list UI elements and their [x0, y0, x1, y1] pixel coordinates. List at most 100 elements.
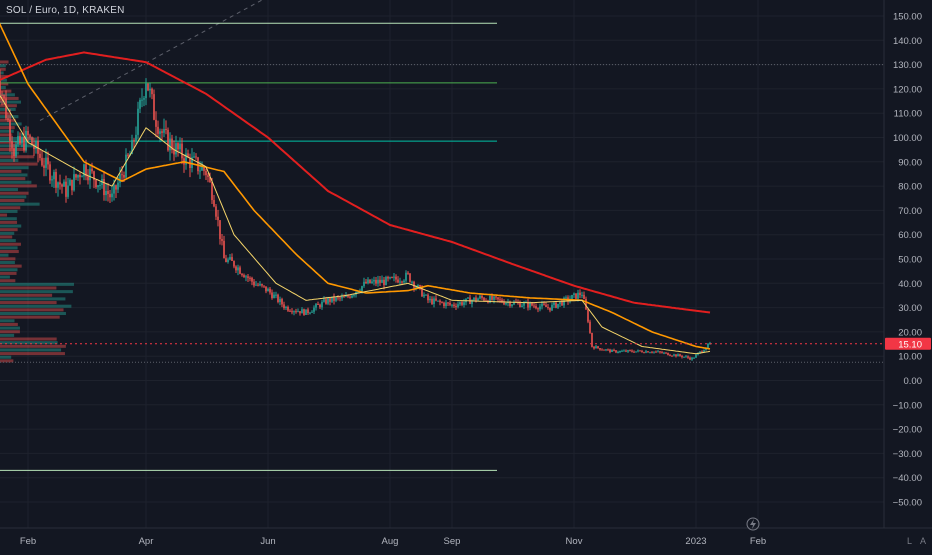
candle-body	[603, 349, 605, 351]
candle-body	[337, 297, 339, 299]
volume-profile-bar	[0, 293, 53, 297]
candle-body	[467, 297, 469, 299]
x-tick-label: Aug	[382, 536, 399, 547]
candle-body	[481, 295, 483, 298]
candle-body	[29, 135, 31, 138]
candle-body	[385, 276, 387, 286]
candle-body	[39, 153, 41, 158]
candle-body	[211, 182, 213, 201]
volume-profile-bar	[0, 169, 22, 173]
candle-body	[345, 295, 347, 297]
candle-body	[371, 281, 373, 284]
candle-body	[27, 130, 29, 136]
trend-line-dashed	[39, 0, 263, 121]
candle-body	[199, 170, 201, 172]
candle-body	[317, 303, 319, 305]
candle-body	[293, 311, 295, 313]
candle-body	[213, 200, 215, 207]
y-tick-label: −20.00	[893, 425, 922, 436]
volume-profile-bar	[0, 315, 60, 319]
volume-profile-bar	[0, 275, 10, 279]
candle-body	[233, 260, 235, 267]
volume-profile-bar	[0, 290, 73, 294]
volume-profile-bar	[0, 191, 29, 195]
candle-body	[383, 279, 385, 286]
x-tick-label: Sep	[444, 536, 461, 547]
candle-body	[201, 166, 203, 171]
candle-body	[351, 295, 353, 298]
candle-body	[437, 300, 439, 302]
candle-body	[595, 346, 597, 349]
candle-body	[615, 350, 617, 353]
candle-body	[9, 119, 11, 141]
candle-body	[693, 357, 695, 359]
candle-body	[295, 311, 297, 313]
log-scale-button[interactable]: L	[906, 536, 912, 546]
candle-body	[577, 292, 579, 299]
candle-body	[411, 281, 413, 283]
candle-body	[549, 307, 551, 311]
volume-profile-bar	[0, 122, 22, 126]
candle-body	[177, 143, 179, 150]
candle-body	[247, 276, 249, 278]
candle-body	[535, 306, 537, 309]
candle-body	[83, 164, 85, 177]
candle-body	[179, 143, 181, 150]
candle-body	[655, 351, 657, 353]
candle-body	[585, 298, 587, 310]
candle-body	[597, 346, 599, 349]
candle-body	[23, 136, 25, 151]
candle-body	[645, 351, 647, 353]
candle-body	[431, 298, 433, 304]
candle-body	[501, 299, 503, 303]
volume-profile-bar	[0, 202, 40, 206]
candle-body	[367, 279, 369, 284]
volume-profile-bar	[0, 322, 18, 326]
candle-body	[227, 259, 229, 263]
candle-body	[13, 148, 15, 157]
volume-profile-bar	[0, 246, 18, 250]
candle-body	[381, 279, 383, 283]
candle-body	[135, 134, 137, 142]
volume-profile	[0, 60, 74, 363]
y-tick-label: −40.00	[893, 473, 922, 484]
volume-profile-bar	[0, 209, 18, 213]
candle-body	[273, 294, 275, 299]
volume-profile-bar	[0, 308, 64, 312]
auto-scale-button[interactable]: A	[919, 536, 926, 546]
candle-body	[649, 352, 651, 354]
candle-body	[609, 349, 611, 353]
candle-body	[311, 311, 313, 313]
y-tick-label: 30.00	[898, 303, 922, 314]
y-tick-label: 70.00	[898, 206, 922, 217]
candle-body	[679, 354, 681, 356]
candle-body	[489, 296, 491, 303]
candle-body	[141, 99, 143, 101]
candle-body	[639, 350, 641, 352]
candle-body	[157, 126, 159, 134]
candle-body	[113, 185, 115, 194]
candle-body	[619, 350, 621, 353]
candle-body	[289, 310, 291, 312]
candle-body	[333, 296, 335, 301]
candle-body	[477, 298, 479, 301]
volume-profile-bar	[0, 220, 18, 224]
candle-body	[239, 267, 241, 274]
volume-profile-bar	[0, 173, 28, 177]
candle-body	[373, 279, 375, 282]
candle-body	[69, 179, 71, 186]
volume-profile-bar	[0, 155, 35, 159]
candle-body	[495, 296, 497, 298]
candle-body	[513, 301, 515, 305]
candle-body	[155, 119, 157, 127]
candle-body	[583, 294, 585, 299]
candle-body	[331, 296, 333, 302]
volume-profile-bar	[0, 271, 17, 275]
candle-body	[511, 304, 513, 306]
candle-body	[505, 302, 507, 305]
candle-body	[105, 190, 107, 196]
y-tick-label: 100.00	[893, 133, 922, 144]
candle-body	[671, 355, 673, 357]
